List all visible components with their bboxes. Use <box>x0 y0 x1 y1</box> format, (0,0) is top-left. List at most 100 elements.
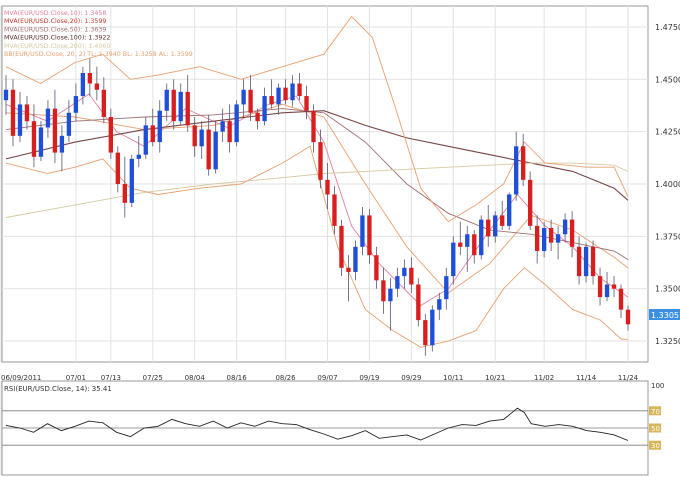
candle <box>17 91 23 143</box>
candle-body <box>534 225 540 252</box>
rsi-line <box>5 407 629 441</box>
candle <box>611 276 617 298</box>
candle-body <box>339 225 344 268</box>
candle <box>353 240 358 281</box>
legend-entry: MVA(EUR/USD.Close,10): 1.3458 <box>4 10 106 17</box>
rsi-tick-box <box>649 406 661 416</box>
candle-body <box>3 89 9 101</box>
candle <box>521 133 526 187</box>
candle-body <box>604 284 610 298</box>
candle-body <box>555 234 561 243</box>
series-line <box>5 110 629 201</box>
candle-body <box>597 276 603 298</box>
date-tick-label: 10/21 <box>485 374 505 382</box>
candles <box>3 58 631 356</box>
candle <box>583 242 589 283</box>
candle <box>192 116 197 157</box>
candle-body <box>472 234 477 256</box>
candle <box>185 75 190 132</box>
candle-body <box>143 125 148 155</box>
date-tick-label: 11/14 <box>576 374 597 382</box>
candle-body <box>115 152 120 184</box>
candle <box>555 225 561 260</box>
date-tick-label: 07/01 <box>66 374 86 382</box>
date-tick-label: 08/16 <box>227 374 248 382</box>
series-line <box>5 108 629 260</box>
candle <box>24 96 30 130</box>
rsi-axis: 100 70 50 30 <box>649 380 664 450</box>
date-tick-label: 10/11 <box>443 374 463 382</box>
candle-body <box>164 89 169 111</box>
candle-body <box>423 320 428 346</box>
series-line <box>5 145 629 348</box>
candle <box>73 83 79 122</box>
date-tick-label: 06/09/2011 <box>1 374 41 382</box>
candle <box>150 108 155 147</box>
candle-body <box>479 219 484 256</box>
series-line <box>5 162 629 218</box>
candle-body <box>10 89 16 136</box>
candle-body <box>24 104 30 122</box>
candle <box>304 85 309 120</box>
candle <box>234 100 239 147</box>
candle-body <box>416 284 421 321</box>
candle <box>486 204 491 247</box>
candle-body <box>493 215 498 237</box>
candle-body <box>304 96 309 111</box>
candle-body <box>297 83 302 97</box>
candle <box>472 230 477 264</box>
candle <box>283 79 288 105</box>
candle <box>276 83 281 115</box>
date-tick-label: 08/26 <box>275 374 296 382</box>
candle-body <box>122 184 127 203</box>
candle-body <box>409 267 414 285</box>
candle-body <box>283 87 288 101</box>
candle-body <box>569 219 575 247</box>
legend-entry: MVA(EUR/USD.Close,200): 1.4060 <box>4 43 110 50</box>
candle <box>451 236 456 285</box>
date-tick-label: 09/19 <box>359 374 379 382</box>
candle-body <box>136 154 141 159</box>
candle <box>248 75 253 122</box>
moving-averages <box>5 15 629 348</box>
candle-body <box>500 215 505 226</box>
candle-body <box>206 129 211 170</box>
candle-body <box>45 108 51 128</box>
candle-body <box>213 131 218 170</box>
legend-entry: BB(EUR/USD.Close, 20, 2) TL: 1.3940 BL: … <box>4 51 193 58</box>
candle-body <box>374 255 379 281</box>
candle <box>465 225 470 272</box>
candle <box>444 267 449 310</box>
candle-body <box>318 142 323 180</box>
candle <box>514 131 519 201</box>
price-panel: 1.4750 1.4500 1.4250 1.4000 1.3750 1.3500 1.32… <box>0 5 680 475</box>
candle-body <box>101 89 107 117</box>
candle <box>458 221 463 256</box>
candle-body <box>402 267 407 277</box>
legend-entry: MVA(EUR/USD.Close,100): 1.3922 <box>4 35 110 42</box>
date-tick-label: 07/13 <box>101 374 121 382</box>
candle-body <box>262 96 267 122</box>
candle-body <box>353 246 358 272</box>
price-tick-label: 1.3750 <box>655 232 680 241</box>
candle-body <box>590 246 596 277</box>
candle <box>367 209 372 264</box>
date-tick-label: 08/04 <box>185 374 206 382</box>
candle-body <box>325 179 330 195</box>
candle-body <box>171 89 176 122</box>
candle-body <box>430 309 435 346</box>
candle <box>534 215 540 264</box>
candle <box>255 108 260 130</box>
candle-body <box>234 104 239 143</box>
candle <box>576 236 582 285</box>
rsi-panel: 100 70 50 30 RSI(EUR/USD.Close, 14): 35.41 <box>1 380 664 476</box>
candle-body <box>276 87 281 105</box>
rsi-tick-box <box>649 423 661 433</box>
rsi-tick-label: 70 <box>651 408 660 416</box>
rsi-series-line <box>5 407 629 441</box>
candle <box>597 267 603 306</box>
candle-body <box>367 215 372 256</box>
rsi-tick-label: 30 <box>651 442 660 450</box>
candle <box>227 104 232 153</box>
candle-body <box>395 276 400 289</box>
